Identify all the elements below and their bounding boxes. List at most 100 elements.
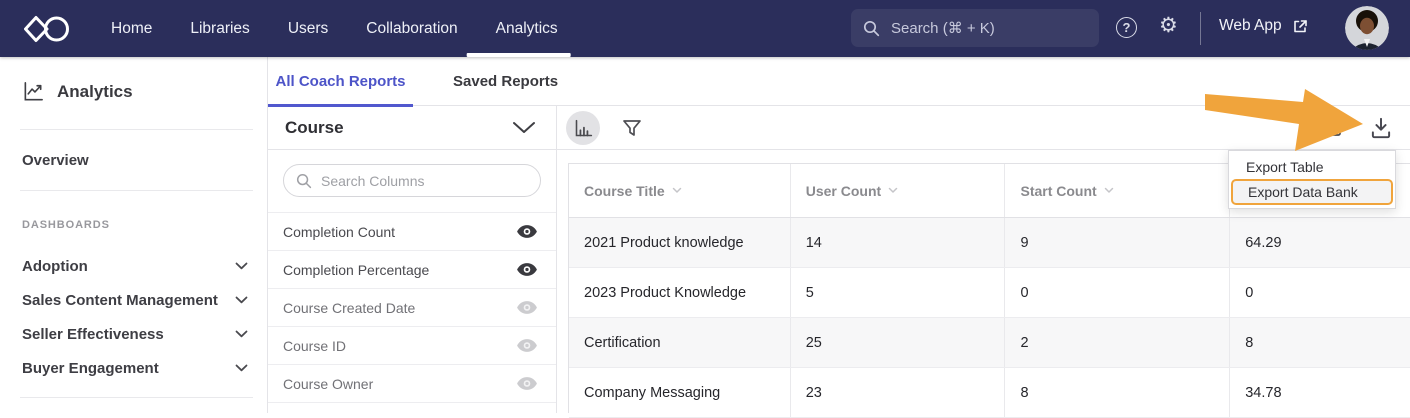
tab-all-coach-reports[interactable]: All Coach Reports — [268, 57, 413, 106]
external-link-icon — [1292, 18, 1309, 35]
sidebar-item-label: Adoption — [22, 258, 88, 275]
search-columns-input[interactable] — [321, 173, 521, 189]
header-user-count[interactable]: User Count — [791, 164, 1006, 217]
table-row[interactable]: Company Messaging 23 8 34.78 — [569, 368, 1410, 418]
sidebar-title-label: Analytics — [57, 82, 133, 102]
nav-divider — [1200, 12, 1201, 45]
column-item-completion-percentage[interactable]: Completion Percentage — [268, 251, 556, 289]
column-item-course-owner[interactable]: Course Owner — [268, 365, 556, 403]
sidebar-item-seller-effectiveness[interactable]: Seller Effectiveness — [22, 323, 248, 345]
bar-chart-icon — [573, 118, 594, 139]
menu-item-export-table[interactable]: Export Table — [1229, 154, 1395, 179]
cell-course-title: 2023 Product Knowledge — [569, 268, 791, 317]
eye-visible-icon[interactable] — [516, 224, 538, 239]
chevron-down-icon — [235, 262, 248, 270]
sidebar-item-sales-content-management[interactable]: Sales Content Management — [22, 289, 248, 311]
expand-button[interactable] — [1320, 116, 1344, 140]
divider — [20, 190, 253, 191]
analytics-sidebar: Analytics Overview DASHBOARDS Adoption S… — [0, 57, 268, 413]
export-dropdown-menu: Export Table Export Data Bank — [1228, 150, 1396, 209]
header-label: Start Count — [1020, 183, 1096, 199]
main-content: All Coach Reports Saved Reports Course C… — [268, 57, 1410, 413]
nav-item-home[interactable]: Home — [111, 0, 152, 57]
header-course-title[interactable]: Course Title — [569, 164, 791, 217]
global-search-box[interactable] — [851, 9, 1099, 47]
cell-fourth: 34.78 — [1230, 368, 1410, 417]
chevron-down-icon — [235, 330, 248, 338]
column-toggle-list: Completion Count Completion Percentage C… — [268, 212, 556, 403]
header-label: User Count — [806, 183, 881, 199]
dashboards-section-label: DASHBOARDS — [22, 219, 110, 231]
cell-user-count: 23 — [791, 368, 1006, 417]
app-logo-icon[interactable] — [24, 14, 70, 44]
cell-fourth: 64.29 — [1230, 218, 1410, 267]
nav-item-collaboration[interactable]: Collaboration — [366, 0, 457, 57]
chevron-down-icon — [235, 364, 248, 372]
sidebar-item-adoption[interactable]: Adoption — [22, 255, 248, 277]
chevron-down-icon — [512, 121, 536, 134]
active-nav-underline — [466, 53, 570, 57]
chevron-down-icon — [235, 296, 248, 304]
eye-hidden-icon[interactable] — [516, 376, 538, 391]
cell-user-count: 25 — [791, 318, 1006, 367]
divider — [20, 397, 253, 398]
search-icon — [863, 20, 880, 37]
header-label: Course Title — [584, 183, 665, 199]
cell-course-title: Company Messaging — [569, 368, 791, 417]
table-row[interactable]: 2023 Product Knowledge 5 0 0 — [569, 268, 1410, 318]
cell-fourth: 0 — [1230, 268, 1410, 317]
help-icon[interactable]: ? — [1116, 17, 1137, 38]
columns-panel: Course Completion Count Completion Perce… — [268, 106, 557, 413]
report-type-value: Course — [285, 118, 344, 138]
user-avatar[interactable] — [1345, 6, 1389, 50]
sidebar-item-label: Seller Effectiveness — [22, 326, 164, 343]
expand-icon — [1320, 116, 1344, 140]
nav-item-analytics[interactable]: Analytics — [496, 0, 558, 57]
divider — [20, 129, 253, 130]
cell-fourth: 8 — [1230, 318, 1410, 367]
nav-item-libraries[interactable]: Libraries — [190, 0, 249, 57]
primary-nav: Home Libraries Users Collaboration Analy… — [111, 0, 558, 57]
export-button[interactable] — [1368, 115, 1394, 141]
sidebar-item-buyer-engagement[interactable]: Buyer Engagement — [22, 357, 248, 379]
nav-item-users[interactable]: Users — [288, 0, 328, 57]
search-icon — [296, 173, 312, 189]
table-row[interactable]: 2021 Product knowledge 14 9 64.29 — [569, 218, 1410, 268]
eye-hidden-icon[interactable] — [516, 338, 538, 353]
sidebar-item-label: Sales Content Management — [22, 292, 218, 309]
reports-tab-bar: All Coach Reports Saved Reports — [268, 57, 1410, 106]
eye-hidden-icon[interactable] — [516, 300, 538, 315]
cell-course-title: 2021 Product knowledge — [569, 218, 791, 267]
header-start-count[interactable]: Start Count — [1005, 164, 1230, 217]
column-item-completion-count[interactable]: Completion Count — [268, 213, 556, 251]
sort-chevron-icon — [888, 187, 898, 194]
tab-saved-reports[interactable]: Saved Reports — [443, 57, 568, 106]
filter-button[interactable] — [620, 116, 644, 140]
column-item-course-created-date[interactable]: Course Created Date — [268, 289, 556, 327]
sidebar-item-overview[interactable]: Overview — [22, 152, 89, 169]
report-toolbar — [557, 106, 1410, 150]
cell-start-count: 9 — [1005, 218, 1230, 267]
column-label: Course Created Date — [283, 300, 415, 316]
sidebar-title: Analytics — [22, 80, 133, 103]
top-navigation-bar: Home Libraries Users Collaboration Analy… — [0, 0, 1410, 57]
table-row[interactable]: Certification 25 2 8 — [569, 318, 1410, 368]
nav-item-analytics-label: Analytics — [496, 20, 558, 38]
web-app-link[interactable]: Web App — [1219, 17, 1309, 35]
cell-start-count: 2 — [1005, 318, 1230, 367]
report-type-dropdown[interactable]: Course — [268, 106, 556, 150]
search-columns-box[interactable] — [283, 164, 541, 197]
global-search-input[interactable] — [891, 20, 1081, 37]
cell-user-count: 14 — [791, 218, 1006, 267]
chart-view-button[interactable] — [566, 111, 600, 145]
cell-user-count: 5 — [791, 268, 1006, 317]
menu-item-export-data-bank[interactable]: Export Data Bank — [1231, 179, 1393, 205]
tab-label: All Coach Reports — [275, 73, 405, 90]
cell-start-count: 8 — [1005, 368, 1230, 417]
download-icon — [1368, 115, 1394, 141]
gear-icon[interactable]: ⚙ — [1159, 15, 1178, 36]
cell-course-title: Certification — [569, 318, 791, 367]
eye-visible-icon[interactable] — [516, 262, 538, 277]
column-item-course-id[interactable]: Course ID — [268, 327, 556, 365]
sort-chevron-icon — [1104, 187, 1114, 194]
